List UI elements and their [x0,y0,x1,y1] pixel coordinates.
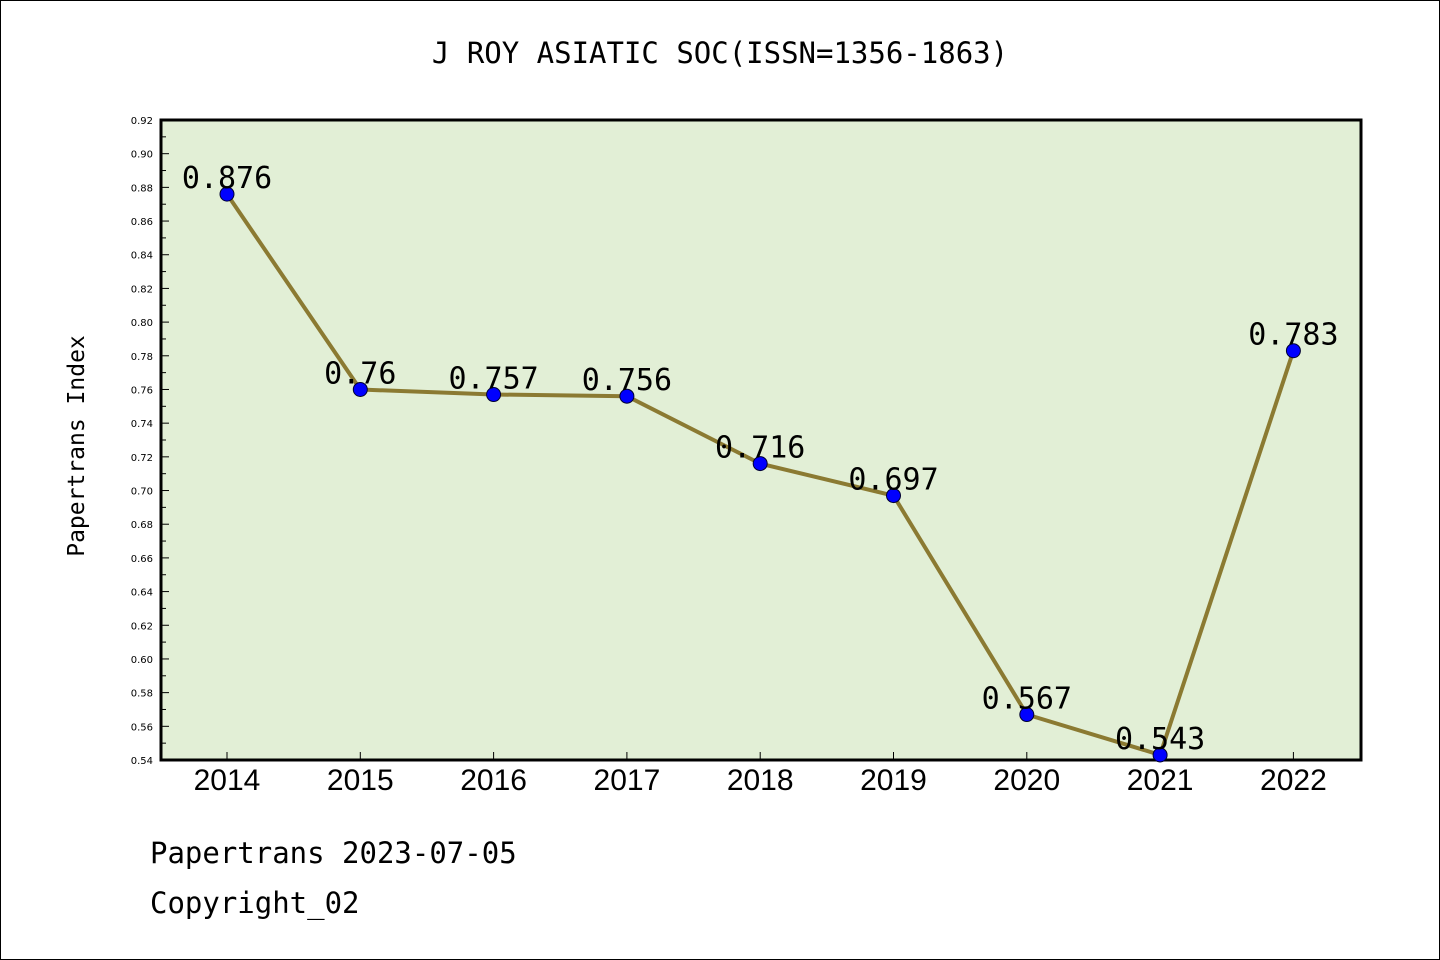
y-tick-label: 0.88 [131,183,153,194]
y-axis: 0.54 0.56 0.58 0.60 0.62 0.64 0.66 0.68 0.70 0.72… [131,116,169,767]
footer-copyright: Copyright_02 [150,886,360,920]
data-label: 0.756 [582,363,672,398]
y-tick-label: 0.58 [131,689,153,700]
data-label: 0.697 [848,463,938,498]
data-label: 0.783 [1248,318,1338,353]
x-axis: 2014 2015 2016 2017 2018 2019 2020 2021 2022 [194,752,1327,797]
data-label: 0.876 [182,161,272,196]
y-tick-label: 0.90 [131,150,153,161]
y-tick-label: 0.60 [131,655,153,666]
y-tick-label: 0.80 [131,318,153,329]
data-point [1019,707,1035,723]
data-point [886,488,901,504]
y-tick-label: 0.84 [131,251,153,262]
plot-area [159,118,1363,762]
y-tick-label: 0.62 [131,621,153,632]
x-tick-label: 2016 [460,764,527,797]
x-tick-label: 2018 [727,764,794,797]
data-point [1285,343,1301,359]
data-label: 0.543 [1115,722,1205,757]
x-tick-label: 2015 [327,764,394,797]
y-tick-label: 0.76 [131,385,153,396]
x-tick-label: 2014 [194,764,261,797]
x-tick-label: 2022 [1260,764,1327,797]
data-point [752,456,768,472]
y-tick-label: 0.54 [131,756,153,767]
footer-date: Papertrans 2023-07-05 [150,836,517,870]
y-tick-label: 0.56 [131,722,153,733]
y-tick-label: 0.70 [131,487,153,498]
y-tick-label: 0.66 [131,554,153,565]
data-label: 0.76 [324,356,396,391]
data-point [486,387,502,403]
data-label: 0.567 [982,682,1072,717]
y-tick-label: 0.78 [131,352,153,363]
y-tick-label: 0.64 [131,588,153,599]
y-tick-label: 0.72 [131,453,153,464]
series-markers [219,186,1301,763]
y-tick-label: 0.74 [131,419,153,430]
data-point [619,388,635,404]
data-point [219,186,235,202]
y-tick-label: 0.82 [131,284,153,295]
x-tick-label: 2017 [594,764,661,797]
data-label: 0.757 [448,362,538,397]
data-label: 0.716 [715,431,805,466]
data-point [1152,747,1168,763]
x-tick-label: 2020 [993,764,1060,797]
data-point [352,381,368,397]
y-axis-title: Papertrans Index [64,335,90,557]
y-tick-label: 0.92 [131,116,153,127]
x-tick-label: 2021 [1127,764,1194,797]
x-tick-label: 2019 [860,764,927,797]
data-labels: 0.876 0.76 0.757 0.756 0.716 0.697 0.567 0.543 0… [182,161,1339,757]
y-tick-label: 0.68 [131,520,153,531]
chart-title: J ROY ASIATIC SOC(ISSN=1356-1863) [431,36,1009,70]
y-tick-label: 0.86 [131,217,153,228]
